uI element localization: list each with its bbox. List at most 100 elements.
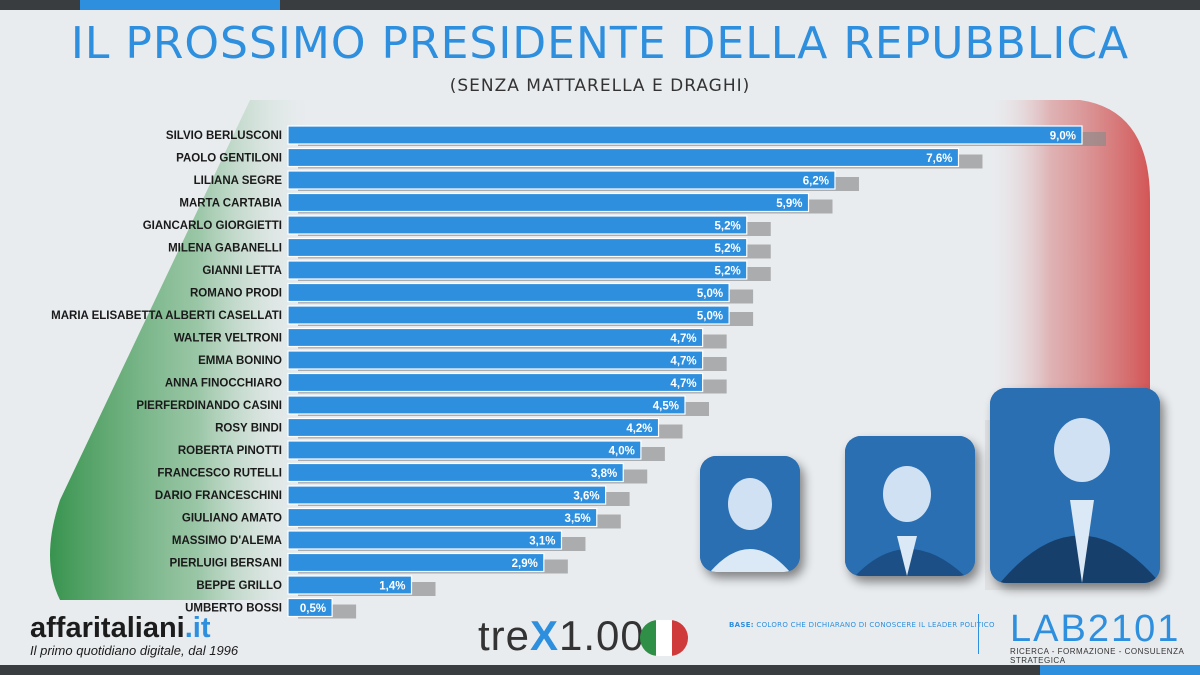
- value-label: 4,7%: [670, 333, 696, 345]
- value-label: 3,6%: [573, 491, 599, 503]
- value-label: 5,2%: [715, 243, 741, 255]
- value-label: 4,7%: [670, 356, 696, 368]
- category-label: SILVIO BERLUSCONI: [166, 130, 282, 142]
- bar: [287, 417, 660, 438]
- bar-row: MARTA CARTABIA 5,9%: [179, 192, 833, 214]
- photo-segre: [700, 456, 800, 572]
- lab-name: LAB2101: [1010, 608, 1181, 650]
- base-text: COLORO CHE DICHIARANO DI CONOSCERE IL LE…: [756, 621, 995, 629]
- category-label: DARIO FRANCESCHINI: [155, 490, 282, 502]
- category-label: PIERFERDINANDO CASINI: [136, 400, 282, 412]
- value-label: 1,4%: [379, 581, 405, 593]
- bar-row: EMMA BONINO 4,7%: [198, 350, 727, 371]
- photo-gentiloni: [845, 436, 975, 576]
- base-note: BASE: COLORO CHE DICHIARANO DI CONOSCERE…: [729, 621, 995, 629]
- bar-row: MILENA GABANELLI 5,2%: [168, 237, 771, 259]
- bar: [287, 485, 607, 505]
- category-label: EMMA BONINO: [198, 355, 282, 367]
- value-label: 4,2%: [626, 423, 652, 435]
- lab2101-logo: LAB2101 RICERCA - FORMAZIONE - CONSULENZ…: [1010, 608, 1200, 665]
- bar-row: GIANCARLO GIORGIETTI 5,2%: [143, 215, 771, 236]
- bar: [287, 395, 686, 415]
- trex-x: X: [530, 612, 560, 659]
- bar-row: MASSIMO D'ALEMA 3,1%: [172, 530, 586, 551]
- bar: [287, 305, 730, 325]
- bar: [287, 237, 748, 258]
- category-label: MARIA ELISABETTA ALBERTI CASELLATI: [51, 310, 282, 322]
- bar: [287, 327, 704, 348]
- bar: [287, 597, 333, 618]
- bar: [287, 575, 413, 595]
- category-label: GIANCARLO GIORGIETTI: [143, 220, 282, 232]
- bottom-strip: [0, 665, 1200, 675]
- bar-row: ROSY BINDI 4,2%: [215, 417, 683, 439]
- bar-row: BEPPE GRILLO 1,4%: [196, 575, 436, 596]
- category-label: MASSIMO D'ALEMA: [172, 535, 282, 547]
- bar: [287, 125, 1083, 145]
- affaritaliani-logo: affaritaliani.it Il primo quotidiano dig…: [30, 612, 238, 658]
- category-label: GIULIANO AMATO: [182, 513, 282, 525]
- base-label: BASE:: [729, 621, 754, 629]
- bar: [287, 552, 545, 573]
- category-label: GIANNI LETTA: [202, 265, 282, 277]
- top-strip: [0, 0, 1200, 10]
- bar-row: GIANNI LETTA 5,2%: [202, 260, 771, 281]
- category-label: PIERLUIGI BERSANI: [170, 558, 282, 570]
- photo-berlusconi: [990, 388, 1160, 583]
- bar-row: GIULIANO AMATO 3,5%: [182, 507, 621, 529]
- value-label: 2,9%: [512, 558, 538, 570]
- value-label: 4,0%: [609, 446, 635, 458]
- bar: [287, 372, 704, 393]
- category-label: WALTER VELTRONI: [174, 333, 282, 345]
- bar-row: ROBERTA PINOTTI 4,0%: [178, 440, 665, 461]
- bar: [287, 507, 598, 528]
- person-portrait-icon: [845, 436, 975, 576]
- chart-subtitle: (SENZA MATTARELLA E DRAGHI): [449, 76, 751, 96]
- value-label: 5,0%: [697, 288, 723, 300]
- category-label: PAOLO GENTILONI: [176, 153, 282, 165]
- value-label: 4,5%: [653, 401, 679, 413]
- value-label: 9,0%: [1050, 131, 1076, 143]
- bar-row: PIERFERDINANDO CASINI 4,5%: [136, 395, 709, 416]
- italian-flag-icon: [640, 620, 688, 656]
- value-label: 3,1%: [529, 536, 555, 548]
- bar-row: PIERLUIGI BERSANI 2,9%: [170, 552, 568, 574]
- value-label: 5,0%: [697, 311, 723, 323]
- brand-tld: .it: [184, 612, 211, 644]
- category-label: ANNA FINOCCHIARO: [165, 378, 282, 390]
- category-label: ROSY BINDI: [215, 423, 282, 435]
- brand-name: affaritaliani: [30, 612, 185, 644]
- bar: [287, 350, 704, 370]
- value-label: 3,5%: [565, 513, 591, 525]
- value-label: 5,9%: [776, 198, 802, 210]
- bar: [287, 440, 642, 460]
- bar-row: WALTER VELTRONI 4,7%: [174, 327, 727, 349]
- category-label: ROMANO PRODI: [190, 288, 282, 300]
- value-label: 5,2%: [715, 221, 741, 233]
- value-label: 3,8%: [591, 468, 617, 480]
- category-label: UMBERTO BOSSI: [185, 603, 282, 615]
- bar: [287, 215, 748, 235]
- bar-row: FRANCESCO RUTELLI 3,8%: [157, 462, 648, 484]
- lab-tagline: RICERCA - FORMAZIONE - CONSULENZA STRATE…: [1010, 647, 1184, 665]
- bar: [287, 260, 748, 280]
- value-label: 0,5%: [300, 603, 326, 615]
- bar-row: ROMANO PRODI 5,0%: [190, 282, 754, 304]
- bar-row: UMBERTO BOSSI 0,5%: [185, 597, 357, 619]
- value-label: 7,6%: [926, 153, 952, 165]
- bar: [287, 170, 836, 190]
- bar: [287, 282, 730, 303]
- category-label: MARTA CARTABIA: [179, 198, 282, 210]
- category-label: ROBERTA PINOTTI: [178, 445, 282, 457]
- bar-row: ANNA FINOCCHIARO 4,7%: [165, 372, 727, 394]
- category-label: BEPPE GRILLO: [196, 580, 282, 592]
- chart-title: IL PROSSIMO PRESIDENTE DELLA REPUBBLICA: [70, 18, 1130, 69]
- category-label: MILENA GABANELLI: [168, 243, 282, 255]
- lab-separator: [978, 614, 979, 654]
- bar: [287, 530, 563, 550]
- value-label: 4,7%: [670, 378, 696, 390]
- trex-text-a: tre: [478, 612, 531, 659]
- bar-row: LILIANA SEGRE 6,2%: [194, 170, 859, 191]
- bar-row: MARIA ELISABETTA ALBERTI CASELLATI 5,0%: [51, 305, 754, 326]
